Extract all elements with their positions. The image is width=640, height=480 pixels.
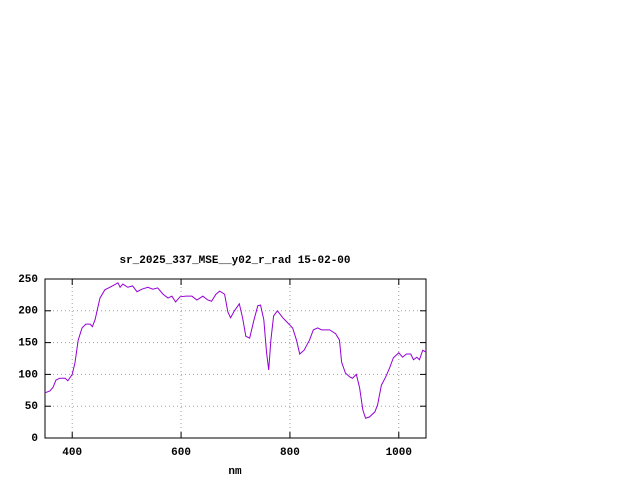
y-tick-label: 150 xyxy=(18,338,38,350)
x-tick-label: 400 xyxy=(62,447,82,459)
x-tick-label: 800 xyxy=(280,447,300,459)
x-tick-label: 1000 xyxy=(386,447,412,459)
plot-border xyxy=(44,278,427,439)
data-line xyxy=(44,282,427,419)
y-tick-label: 250 xyxy=(18,274,38,286)
y-tick-label: 100 xyxy=(18,369,38,381)
chart-title: sr_2025_337_MSE__y02_r_rad 15-02-00 xyxy=(119,255,350,267)
y-tick-label: 200 xyxy=(18,306,38,318)
y-tick-label: 50 xyxy=(25,401,38,413)
x-tick-label: 600 xyxy=(171,447,191,459)
x-axis-label: nm xyxy=(228,466,242,478)
y-tick-label: 0 xyxy=(31,433,38,445)
